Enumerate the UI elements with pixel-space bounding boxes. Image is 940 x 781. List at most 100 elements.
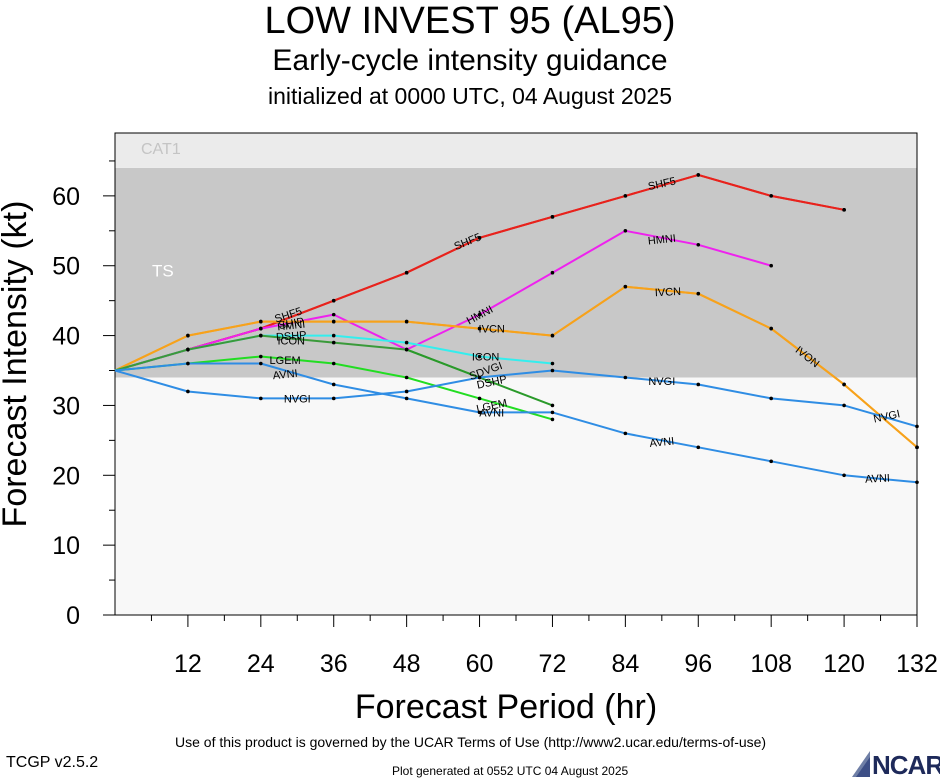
data-point — [186, 333, 190, 338]
series-label: NVGI — [648, 376, 675, 388]
data-point — [259, 319, 263, 324]
data-point — [623, 284, 628, 289]
data-point — [477, 354, 482, 359]
data-point — [404, 270, 409, 275]
x-tick-label: 84 — [611, 650, 639, 678]
ncar-logo-mark-icon — [852, 751, 870, 777]
terms-of-use-text: Use of this product is governed by the U… — [175, 734, 767, 750]
data-point — [186, 361, 190, 366]
chart-title: LOW INVEST 95 (AL95) — [264, 0, 676, 42]
data-point — [331, 298, 336, 303]
data-point — [331, 382, 336, 387]
y-tick-label: 20 — [52, 462, 80, 490]
series-label: IVCN — [655, 286, 682, 299]
data-point — [769, 459, 773, 464]
data-point — [259, 354, 263, 359]
x-tick-label: 36 — [320, 650, 348, 678]
data-point — [696, 382, 701, 387]
data-point — [769, 326, 773, 331]
below-ts-region — [115, 377, 917, 615]
data-point — [404, 319, 409, 324]
data-point — [623, 228, 628, 233]
series-line — [114, 369, 918, 428]
data-point — [696, 445, 701, 450]
data-point — [550, 333, 555, 338]
series-label: AVNI — [865, 472, 890, 485]
data-point — [477, 396, 482, 401]
series-label: SHF5 — [647, 175, 677, 193]
data-point — [331, 340, 336, 345]
series-avni — [114, 361, 919, 485]
data-point — [696, 173, 701, 177]
series-label: ICON — [277, 335, 305, 347]
series-label: AVNI — [272, 368, 298, 383]
data-point — [550, 215, 555, 219]
data-point — [769, 396, 773, 401]
band-label-cat1: CAT1 — [141, 141, 181, 158]
ncar-logo-text: NCAR — [872, 750, 940, 780]
y-tick-label: 10 — [52, 532, 80, 560]
y-tick-label: 40 — [52, 323, 80, 351]
data-point — [331, 312, 336, 317]
data-point — [550, 368, 555, 373]
data-point — [550, 410, 555, 415]
data-point — [477, 410, 482, 415]
version-label: TCGP v2.5.2 — [6, 754, 99, 771]
data-point — [915, 424, 919, 429]
series-label: HMNI — [277, 319, 306, 334]
data-point — [550, 417, 555, 422]
series-ivon — [114, 284, 919, 450]
data-point — [842, 208, 846, 212]
data-point — [842, 382, 846, 387]
y-axis-label: Forecast Intensity (kt) — [0, 201, 34, 528]
data-point — [769, 194, 773, 198]
data-point — [550, 361, 555, 366]
band-ts — [115, 167, 917, 378]
band-label-ts: TS — [152, 262, 174, 281]
x-tick-label: 108 — [750, 650, 792, 678]
data-point — [259, 361, 263, 366]
x-tick-label: 96 — [684, 650, 712, 678]
x-tick-label: 72 — [539, 650, 567, 678]
x-tick-label: 48 — [393, 650, 421, 678]
data-point — [404, 340, 409, 345]
data-point — [331, 361, 336, 366]
band-cat1 — [115, 133, 917, 168]
data-point — [404, 347, 409, 352]
series-label: DSHP — [276, 330, 307, 344]
series-label: NVGI — [284, 393, 311, 405]
series-label: NVGI — [872, 408, 901, 425]
data-point — [842, 403, 846, 408]
x-axis-label: Forecast Period (hr) — [355, 688, 657, 726]
data-point — [550, 270, 555, 275]
data-point — [842, 473, 846, 478]
data-point — [404, 375, 409, 380]
data-point — [915, 445, 919, 450]
x-tick-label: 120 — [823, 650, 865, 678]
data-point — [186, 389, 190, 394]
intensity-chart: TS CAT1 0 10 20 30 40 50 60 12 24 36 48 60 72 84 96 108 12… — [0, 132, 938, 726]
x-tick-label: 24 — [247, 650, 275, 678]
x-tick-label: 12 — [174, 650, 202, 678]
chart-subtitle: Early-cycle intensity guidance — [272, 44, 668, 77]
data-point — [259, 326, 263, 331]
series-label: HMNI — [647, 233, 676, 248]
data-point — [623, 194, 628, 198]
series-line — [114, 362, 918, 484]
y-tick-label: 50 — [52, 253, 80, 281]
series-label: ICON — [472, 352, 500, 364]
data-point — [477, 235, 482, 240]
data-point — [769, 263, 773, 268]
data-point — [477, 312, 482, 317]
data-point — [477, 326, 482, 331]
data-point — [331, 319, 336, 324]
data-point — [186, 347, 190, 352]
generated-time: Plot generated at 0552 UTC 04 August 202… — [392, 764, 629, 778]
data-point — [696, 291, 701, 296]
init-time: initialized at 0000 UTC, 04 August 2025 — [267, 83, 673, 109]
data-point — [623, 375, 628, 380]
series-label: AVNI — [479, 407, 504, 419]
series-label: LGEM — [270, 355, 301, 367]
data-point — [331, 333, 336, 338]
y-tick-label: 0 — [66, 602, 80, 630]
